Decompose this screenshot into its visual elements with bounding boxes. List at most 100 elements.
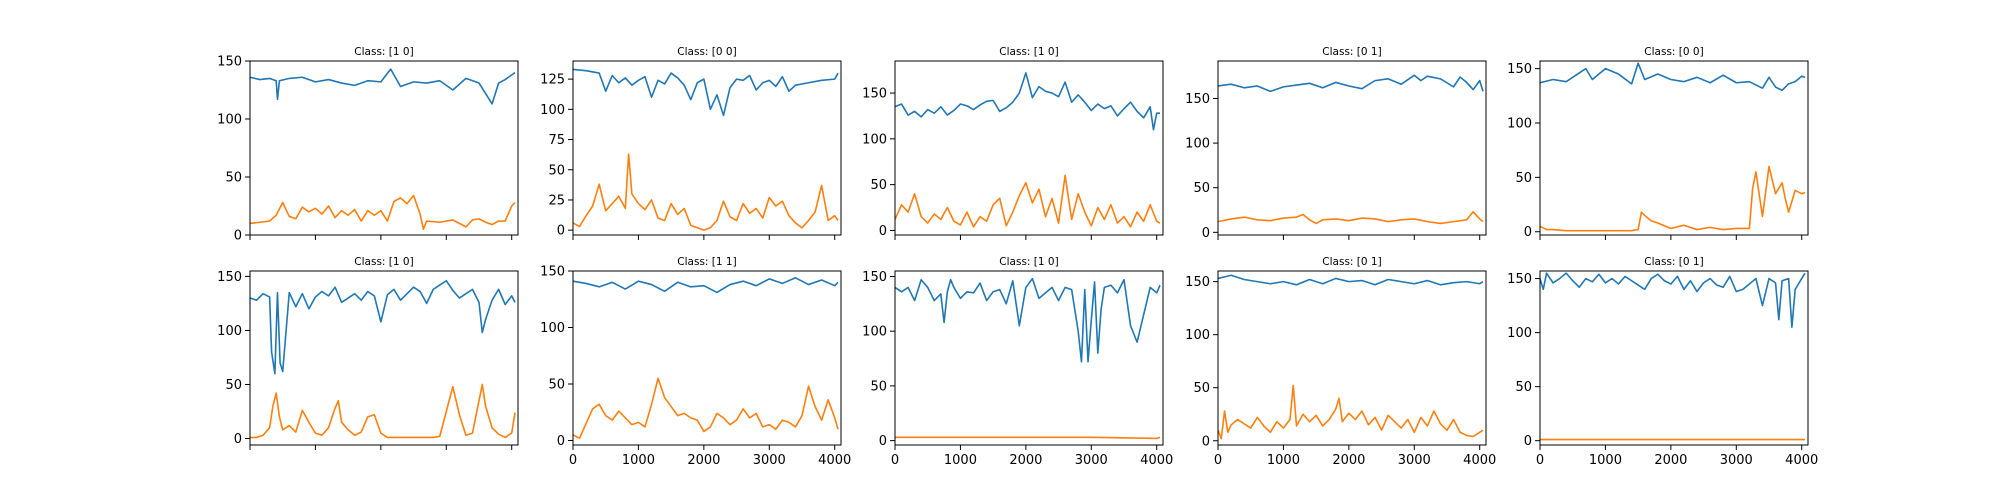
y-tick-label: 50 <box>1515 380 1532 395</box>
axes-frame <box>894 60 1164 236</box>
y-tick-label: 100 <box>540 103 565 118</box>
subplot-10: Class: [0 1] 0 1000 2000 3000 4000 0 50 100 150 <box>1507 256 1818 468</box>
y-tick-label: 150 <box>217 55 242 70</box>
y-tick-label: 150 <box>217 270 242 285</box>
series-line-1 <box>1217 274 1484 286</box>
subplot-3: Class: [1 0] 0 50 100 150 <box>862 46 1164 240</box>
subplot-1: Class: [1 0] 0 50 100 150 <box>217 46 519 244</box>
x-tick-label: 0 <box>891 453 899 468</box>
y-tick-label: 150 <box>862 270 887 285</box>
axes-frame <box>572 60 842 236</box>
y-tick-label: 0 <box>234 432 242 447</box>
axes-frame <box>894 270 1164 446</box>
y-tick-label: 100 <box>862 325 887 340</box>
subplot-4: Class: [0 1] 0 50 100 150 <box>1185 46 1487 241</box>
subplot-title: Class: [1 0] <box>999 46 1058 58</box>
x-tick-label: 4000 <box>1140 453 1173 468</box>
series-line-2 <box>1539 165 1806 232</box>
y-tick-label: 50 <box>870 178 887 193</box>
y-tick-label: 0 <box>1524 434 1532 449</box>
y-tick-label: 0 <box>557 224 565 239</box>
x-tick-label: 1000 <box>1589 453 1622 468</box>
series-line-2 <box>894 174 1161 228</box>
subplot-2: Class: [0 0] 0 25 50 75 100 125 <box>540 46 842 240</box>
x-tick-label: 1000 <box>622 453 655 468</box>
series-line-2 <box>1217 211 1484 225</box>
x-tick-label: 1000 <box>944 453 977 468</box>
y-tick-label: 150 <box>1185 275 1210 290</box>
subplot-title: Class: [1 1] <box>677 256 736 268</box>
y-tick-label: 100 <box>1507 326 1532 341</box>
y-tick-label: 100 <box>862 132 887 147</box>
y-tick-label: 50 <box>225 171 242 186</box>
y-tick-label: 25 <box>548 193 565 208</box>
axes-frame <box>1539 60 1809 236</box>
y-tick-label: 0 <box>1202 434 1210 449</box>
y-tick-label: 150 <box>1507 272 1532 287</box>
y-tick-label: 150 <box>1185 92 1210 107</box>
y-tick-label: 50 <box>225 378 242 393</box>
y-tick-label: 100 <box>540 321 565 336</box>
y-tick-label: 0 <box>1524 225 1532 240</box>
y-tick-label: 150 <box>540 265 565 280</box>
y-tick-label: 50 <box>870 379 887 394</box>
y-tick-label: 100 <box>217 324 242 339</box>
x-tick-label: 3000 <box>753 453 786 468</box>
series-line-1 <box>1539 272 1806 329</box>
series-line-1 <box>1217 74 1484 93</box>
y-tick-label: 75 <box>548 133 565 148</box>
x-tick-label: 0 <box>569 453 577 468</box>
series-line-1 <box>249 279 516 375</box>
x-tick-label: 2000 <box>1654 453 1687 468</box>
subplot-7: Class: [1 1] 0 1000 2000 3000 4000 0 50 100 150 <box>540 256 851 468</box>
subplot-title: Class: [0 0] <box>677 46 736 58</box>
series-line-1 <box>572 276 839 294</box>
axes-frame <box>572 270 842 446</box>
x-tick-label: 2000 <box>1009 453 1042 468</box>
x-tick-label: 3000 <box>1398 453 1431 468</box>
y-tick-label: 100 <box>217 113 242 128</box>
subplot-title: Class: [1 0] <box>999 256 1058 268</box>
y-tick-label: 125 <box>540 73 565 88</box>
subplot-9: Class: [0 1] 0 1000 2000 3000 4000 0 50 100 150 <box>1185 256 1496 468</box>
axes-frame <box>1539 270 1809 446</box>
subplot-5: Class: [0 0] 0 50 100 150 <box>1507 46 1809 240</box>
series-line-2 <box>1217 384 1484 440</box>
x-tick-label: 3000 <box>1720 453 1753 468</box>
subplot-title: Class: [0 0] <box>1644 46 1703 58</box>
series-line-1 <box>894 72 1160 131</box>
series-line-1 <box>572 68 839 117</box>
x-tick-label: 3000 <box>1075 453 1108 468</box>
series-line-2 <box>250 383 516 439</box>
x-tick-label: 0 <box>1536 453 1544 468</box>
y-tick-label: 100 <box>1185 137 1210 152</box>
series-line-2 <box>572 377 839 440</box>
y-tick-label: 50 <box>548 163 565 178</box>
y-tick-label: 50 <box>1193 381 1210 396</box>
axes-frame <box>1217 60 1487 236</box>
subplot-title: Class: [0 1] <box>1644 256 1703 268</box>
subplot-6: Class: [1 0] 0 50 100 150 <box>217 256 519 450</box>
x-tick-label: 4000 <box>1785 453 1818 468</box>
y-tick-label: 0 <box>557 434 565 449</box>
y-tick-label: 50 <box>1193 181 1210 196</box>
axes-frame <box>1217 270 1487 446</box>
y-tick-label: 150 <box>862 87 887 102</box>
series-line-2 <box>572 153 839 231</box>
y-tick-label: 100 <box>1185 328 1210 343</box>
y-tick-label: 0 <box>879 224 887 239</box>
series-line-2 <box>895 436 1161 440</box>
subplot-title: Class: [1 0] <box>354 46 413 58</box>
y-tick-label: 0 <box>879 434 887 449</box>
x-tick-label: 4000 <box>818 453 851 468</box>
y-tick-label: 100 <box>1507 116 1532 131</box>
y-tick-label: 0 <box>234 229 242 244</box>
x-tick-label: 2000 <box>1332 453 1365 468</box>
y-tick-label: 50 <box>1515 171 1532 186</box>
subplot-title: Class: [1 0] <box>354 256 413 268</box>
subplot-8: Class: [1 0] 0 1000 2000 3000 4000 0 50 100 150 <box>862 256 1173 468</box>
series-line-1 <box>1539 62 1806 92</box>
x-tick-label: 4000 <box>1463 453 1496 468</box>
subplot-title: Class: [0 1] <box>1322 46 1381 58</box>
